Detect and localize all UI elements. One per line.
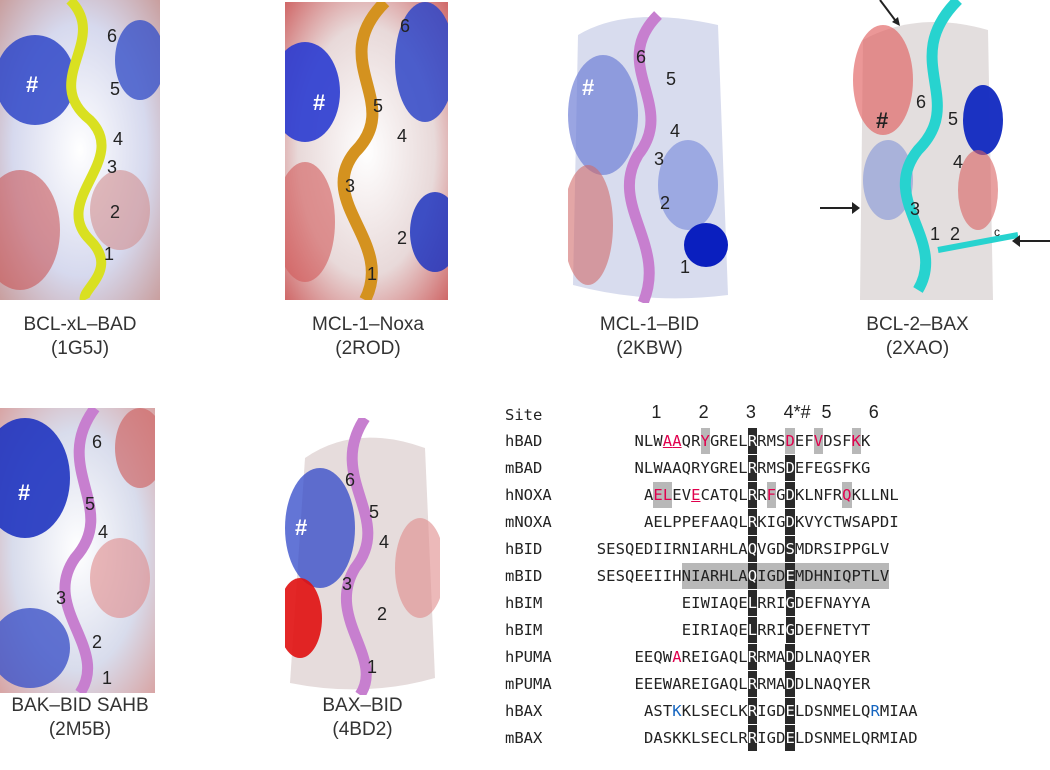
protein-sequence: SESQEDIIRNIARHLAQVGDSMDRSIPPGLV: [597, 536, 890, 562]
protein-sequence: DASKKLSECLRRIGDELDSNMELQRMIAD: [644, 725, 918, 751]
site-label-2: 2: [110, 202, 120, 222]
helix-ribbon: [340, 418, 374, 695]
site-label-4: 4: [98, 522, 108, 542]
site-label-4: 4: [379, 532, 389, 552]
helix-ribbon: [337, 2, 390, 300]
structure-panel-bcl2-bax: 6 5 4 3 2 1 c #: [818, 0, 1050, 303]
site-label-5: 5: [110, 79, 120, 99]
protein-sequence: AELPPEFAAQLRKIGDKVYCTWSAPDI: [644, 509, 899, 535]
site-label-6: 6: [636, 47, 646, 67]
protein-name: mPUMA: [505, 675, 552, 693]
site-label-6: 6: [345, 470, 355, 490]
protein-name: hBIM: [505, 621, 543, 639]
protein-sequence: NLWAAQRYGRELRRMSDEFVDSFKK: [634, 428, 870, 454]
protein-name: hBAD: [505, 432, 543, 450]
caption-mcl1-noxa: MCL-1–Noxa (2ROD): [312, 314, 424, 359]
site-label-2: 2: [950, 224, 960, 244]
protein-name: hBAX: [505, 702, 543, 720]
caption-bax-bid: BAX–BID (4BD2): [322, 695, 403, 740]
structure-panel-bax-bid: 6 5 4 3 2 1 #: [285, 418, 440, 695]
protein-sequence: EIWIAQELRRIGDEFNAYYA: [682, 590, 871, 616]
caption-bak-bid-sahb: BAK–BID SAHB (2M5B): [11, 695, 149, 740]
site-number-5: 5: [821, 402, 832, 422]
protein-name: hBID: [505, 540, 543, 558]
caption-mcl1-bid: MCL-1–BID (2KBW): [599, 314, 700, 359]
site-number-1: 1: [651, 402, 662, 422]
site-label-5: 5: [373, 96, 383, 116]
site-label-3: 3: [107, 157, 117, 177]
site-label-5: 5: [948, 109, 958, 129]
site-label-2: 2: [377, 604, 387, 624]
site-label-3: 3: [910, 199, 920, 219]
site-label-1: 1: [367, 264, 377, 284]
protein-name: hBIM: [505, 594, 543, 612]
hash-mark: #: [26, 72, 38, 97]
hash-mark: #: [295, 515, 307, 540]
site-header: Site: [505, 406, 543, 424]
protein-sequence: ASTKKLSECLKRIGDELDSNMELQRMIAA: [644, 698, 918, 724]
site-label-4: 4: [670, 121, 680, 141]
site-number-3: 3: [745, 402, 756, 422]
site-header-row: Site: [505, 402, 542, 428]
protein-sequence: EEQWAREIGAQLRRMADDLNAQYER: [634, 644, 870, 670]
site-number-6: 6: [868, 402, 879, 422]
site-label-3: 3: [654, 149, 664, 169]
helix-ribbon: [623, 11, 663, 303]
site-label-3: 3: [56, 588, 66, 608]
site-label-4: 4: [397, 126, 407, 146]
site-label-5: 5: [369, 502, 379, 522]
protein-name: mBAD: [505, 459, 543, 477]
sequence-alignment: Site 1 2 3 4*# 5 6 hBAD NLWAAQRYGRELRRMSDEFVDS…: [505, 402, 1050, 762]
site-label-2: 2: [660, 193, 670, 213]
protein-sequence: EEEWAREIGAQLRRMADDLNAQYER: [634, 671, 870, 697]
site-label-1: 1: [367, 657, 377, 677]
hash-mark: #: [876, 108, 888, 133]
site-label-2: 2: [397, 228, 407, 248]
protein-name: hNOXA: [505, 486, 552, 504]
site-number-4: 4*#: [783, 402, 811, 422]
helix-ribbon: [899, 0, 962, 293]
caption-bcl2-bax: BCL-2–BAX (2XAO): [866, 314, 969, 359]
protein-sequence: AELEVECATQLRRFGDKLNFRQKLLNL: [644, 482, 899, 508]
site-label-4: 4: [113, 129, 123, 149]
protein-sequence: SESQEEIIHNIARHLAQIGDEMDHNIQPTLV: [597, 563, 890, 589]
helix-ribbon: [66, 0, 107, 300]
hash-mark: #: [582, 75, 594, 100]
site-label-4: 4: [953, 152, 963, 172]
protein-name: mBID: [505, 567, 543, 585]
structure-panel-mcl1-bid: 6 5 4 3 2 1 #: [568, 5, 731, 303]
site-label-3: 3: [342, 574, 352, 594]
site-number-2: 2: [698, 402, 709, 422]
protein-name: mBAX: [505, 729, 543, 747]
site-label-1: 1: [680, 257, 690, 277]
c-terminus-label: c: [994, 225, 1000, 239]
site-label-6: 6: [92, 432, 102, 452]
hash-mark: #: [18, 480, 30, 505]
protein-name: hPUMA: [505, 648, 552, 666]
structure-panel-bclxl-bad: 6 5 4 3 2 1 #: [0, 0, 160, 300]
site-label-2: 2: [92, 632, 102, 652]
site-label-5: 5: [85, 494, 95, 514]
structure-panel-mcl1-noxa: 6 5 4 3 2 1 #: [285, 2, 448, 300]
site-label-1: 1: [930, 224, 940, 244]
site-label-1: 1: [104, 244, 114, 264]
protein-name: mNOXA: [505, 513, 552, 531]
structure-panel-bak-bid-sahb: 6 5 4 3 2 1 #: [0, 408, 155, 693]
hash-mark: #: [313, 90, 325, 115]
site-label-3: 3: [345, 176, 355, 196]
protein-sequence: EIRIAQELRRIGDEFNETYT: [682, 617, 871, 643]
caption-bclxl-bad: BCL-xL–BAD (1G5J): [23, 314, 137, 359]
helix-ribbon: [59, 408, 100, 693]
site-label-6: 6: [400, 16, 410, 36]
protein-sequence: NLWAAQRYGRELRRMSDEFEGSFKG: [634, 455, 870, 481]
site-label-1: 1: [102, 668, 112, 688]
site-label-6: 6: [107, 26, 117, 46]
site-label-6: 6: [916, 92, 926, 112]
site-label-5: 5: [666, 69, 676, 89]
